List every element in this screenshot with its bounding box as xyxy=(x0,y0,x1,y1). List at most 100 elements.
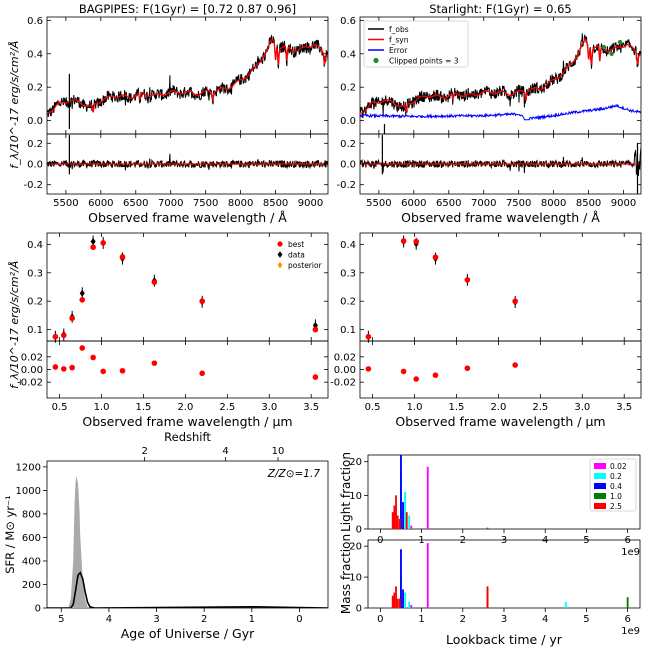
y-tick-label: 0.0 xyxy=(340,160,356,171)
residual-point xyxy=(52,364,59,370)
x-tick-label: 6000 xyxy=(401,198,426,209)
residual-point xyxy=(199,370,205,377)
clipped-point xyxy=(617,39,623,45)
x-axis-label: Observed frame wavelength / μm xyxy=(395,414,605,429)
x-tick-label: 0.5 xyxy=(365,402,381,413)
fraction-bar xyxy=(396,515,399,529)
x-tick-label: 7000 xyxy=(158,198,183,209)
fraction-bar xyxy=(408,515,411,529)
y-axis-label: Mass fraction xyxy=(339,534,353,614)
y-tick-label: 0.3 xyxy=(27,268,43,279)
x-tick-label: 0.5 xyxy=(52,402,68,413)
y-tick-label: 0.2 xyxy=(340,83,356,94)
x-tick-label: 3.0 xyxy=(261,402,277,413)
fraction-bar xyxy=(426,543,429,608)
y-tick-label: 0.3 xyxy=(340,268,356,279)
legend-label: f_syn xyxy=(389,36,409,45)
fraction-bar xyxy=(405,512,408,529)
x-tick-label: 4 xyxy=(106,614,112,625)
plot-area xyxy=(391,455,489,529)
y-tick-label: 800 xyxy=(22,509,41,520)
x-tick-label: 2 xyxy=(460,614,466,625)
y-tick-label: 0.4 xyxy=(27,49,43,60)
plot-area xyxy=(360,33,641,134)
legend-label: data xyxy=(288,251,305,260)
y-tick-label: 0.02 xyxy=(21,352,43,363)
data-diamond xyxy=(277,261,283,269)
x-tick-label: 8500 xyxy=(576,198,601,209)
y-tick-label: 0.2 xyxy=(27,83,43,94)
x-tick-label: 7500 xyxy=(193,198,218,209)
fraction-bar xyxy=(426,466,429,529)
fraction-bar xyxy=(395,586,397,608)
panel-bagpipes_spec: 0.0 0.2 0.4 0.6 BAGPIPES: F(1Gyr) = [0.72 0.… xyxy=(8,2,329,169)
x-tick-label: 8000 xyxy=(541,198,566,209)
best-point xyxy=(464,277,471,283)
panel-starlight_resid: -0.2 0.0 0.2 5500 6000 6500 7000 7500 8000 8500 90… xyxy=(336,133,642,225)
metallicity-annotation: Z/Z⊙=1.7 xyxy=(267,468,321,480)
x-tick-label: 2.0 xyxy=(490,402,506,413)
legend-swatch xyxy=(594,483,606,489)
y-tick-label: 0.0 xyxy=(340,116,356,127)
data-diamond xyxy=(79,289,85,297)
legend-marker xyxy=(277,241,283,247)
y-tick-label: 0.2 xyxy=(27,139,43,150)
y-tick-label: -0.2 xyxy=(336,180,356,191)
axes-frame xyxy=(359,232,642,342)
residual-point xyxy=(365,366,372,372)
y-axis-label: f_λ/10^-17 erg/s/cm²/Å xyxy=(8,261,21,389)
legend-label: f_obs xyxy=(389,25,409,34)
fraction-bar xyxy=(486,586,489,608)
y-tick-label: 200 xyxy=(22,580,41,591)
panel-bagpipes_phot: 0.1 0.2 0.3 0.4 f_λ/10^-17 erg/s/cm²/Å best da… xyxy=(8,232,329,389)
residual-point xyxy=(400,368,407,375)
residual-point xyxy=(151,360,158,366)
plot-area xyxy=(47,34,328,129)
sfr-median-line xyxy=(47,571,328,608)
best-point xyxy=(512,298,518,305)
y-tick-label: 0.02 xyxy=(334,352,356,363)
best-point xyxy=(90,244,96,251)
residual-point xyxy=(312,374,319,380)
fraction-bar xyxy=(626,597,629,608)
y-tick-label: -0.2 xyxy=(23,180,43,191)
x-axis-label: Observed frame wavelength / Å xyxy=(88,210,287,225)
legend-label: 2.5 xyxy=(610,502,622,511)
legend-label: 0.2 xyxy=(610,472,622,481)
fraction-bar xyxy=(408,601,411,608)
y-tick-label: 0.2 xyxy=(340,297,356,308)
legend-label: 1.0 xyxy=(610,492,622,501)
synthetic-flux-line xyxy=(47,38,328,114)
axes-frame xyxy=(46,16,329,135)
x-tick-label: 5500 xyxy=(53,198,78,209)
legend-swatch xyxy=(594,463,606,469)
y-tick-label: 10 xyxy=(349,491,362,502)
residual-point xyxy=(512,362,518,368)
residual-point xyxy=(60,366,67,372)
panel-title: BAGPIPES: F(1Gyr) = [0.72 0.87 0.96] xyxy=(79,2,296,16)
x-tick-label: 5 xyxy=(583,535,589,546)
x-axis-label: Age of Universe / Gyr xyxy=(121,626,255,641)
synthetic-flux-line xyxy=(360,38,641,114)
x-tick-label: 6 xyxy=(624,614,630,625)
x-tick-label: 4 xyxy=(542,614,548,625)
fraction-bar xyxy=(400,455,402,529)
y-tick-label: 0.4 xyxy=(340,49,356,60)
fraction-bar xyxy=(410,525,413,529)
x-tick-label: 4 xyxy=(542,535,548,546)
x-tick-label: 6000 xyxy=(88,198,113,209)
residual-point xyxy=(90,354,96,361)
x-tick-label: 3.5 xyxy=(303,402,319,413)
x-tick-label: 5 xyxy=(58,614,64,625)
x-tick-label: 7500 xyxy=(506,198,531,209)
best-point xyxy=(119,254,126,260)
y-axis-label: Light fraction xyxy=(339,452,353,532)
best-point xyxy=(312,326,319,333)
x-offset-label: 1e9 xyxy=(621,626,640,637)
fraction-bar xyxy=(393,505,396,529)
x2-tick-label: 2 xyxy=(141,446,147,457)
legend-label: Clipped points = 3 xyxy=(389,57,459,66)
